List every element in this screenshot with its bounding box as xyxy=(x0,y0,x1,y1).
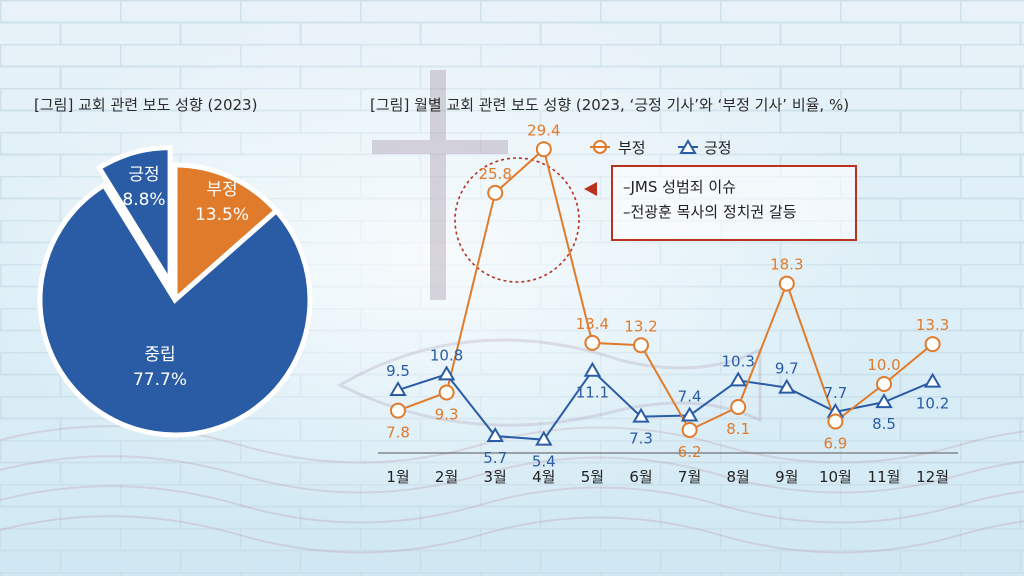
data-label-positive: 9.5 xyxy=(386,362,410,380)
x-tick-label: 7월 xyxy=(678,468,701,486)
data-label-negative: 13.3 xyxy=(916,316,949,334)
data-point-positive xyxy=(535,430,553,446)
annotation-callout: –JMS 성범죄 이슈 –전광훈 목사의 정치권 갈등 xyxy=(611,165,857,241)
data-point-positive xyxy=(923,372,942,388)
callout-line-2: –전광훈 목사의 정치권 갈등 xyxy=(623,203,797,221)
fish-watermark xyxy=(336,338,762,427)
x-tick-label: 10월 xyxy=(819,468,852,486)
data-label-negative: 13.2 xyxy=(624,317,657,335)
data-point-negative xyxy=(778,275,795,292)
pie-slice-1 xyxy=(37,181,313,438)
data-point-negative xyxy=(584,334,601,351)
data-label-negative: 8.1 xyxy=(726,420,750,438)
pie-value-label-1: 77.7% xyxy=(133,370,187,390)
wave-watermark xyxy=(0,425,1024,554)
data-label-positive: 9.7 xyxy=(775,360,799,378)
series-line-positive xyxy=(397,369,933,441)
data-label-positive: 7.4 xyxy=(678,387,702,405)
data-point-negative xyxy=(390,402,406,419)
legend-label-negative: 부정 xyxy=(618,139,646,157)
callout-line-1: –JMS 성범죄 이슈 xyxy=(623,178,736,196)
legend-label-positive: 긍정 xyxy=(704,139,732,157)
pie-chart-title: [그림] 교회 관련 보도 성향 (2023) xyxy=(34,96,258,114)
data-label-negative: 18.3 xyxy=(770,256,803,274)
data-point-negative xyxy=(730,398,747,415)
data-label-positive: 10.3 xyxy=(721,352,754,370)
x-tick-label: 1월 xyxy=(386,468,409,486)
x-tick-label: 3월 xyxy=(484,468,507,486)
data-point-negative xyxy=(876,376,892,392)
x-tick-label: 9월 xyxy=(775,468,798,486)
data-point-negative xyxy=(681,421,698,438)
highlight-circle xyxy=(454,157,580,283)
x-tick-label: 5월 xyxy=(581,468,604,486)
data-point-negative xyxy=(633,337,649,354)
data-label-positive: 7.7 xyxy=(823,384,847,402)
data-label-negative: 25.8 xyxy=(478,165,511,183)
data-label-negative: 6.2 xyxy=(678,443,702,461)
series-line-negative xyxy=(397,147,934,432)
data-label-negative: 9.3 xyxy=(435,405,459,423)
pie-slice-2 xyxy=(95,145,173,292)
data-point-negative xyxy=(487,184,504,201)
data-label-positive: 5.4 xyxy=(532,453,556,471)
pie-slice-0 xyxy=(172,162,280,306)
pie-chart: 부정 13.5% 중립 77.7% 긍정 8.8% xyxy=(37,145,313,438)
line-chart-title: [그림] 월별 교회 관련 보도 성향 (2023, ‘긍정 기사’와 ‘부정 … xyxy=(370,96,850,114)
x-tick-label: 12월 xyxy=(916,468,949,486)
data-point-negative xyxy=(827,413,844,430)
x-tick-label: 4월 xyxy=(532,468,555,486)
data-label-positive: 7.3 xyxy=(629,430,653,448)
data-point-positive xyxy=(583,361,602,377)
data-point-negative xyxy=(438,384,455,401)
data-point-positive xyxy=(437,365,456,381)
pie-label-2: 긍정 xyxy=(128,165,159,185)
data-label-positive: 11.1 xyxy=(576,384,609,402)
pie-label-1: 중립 xyxy=(144,345,175,365)
data-point-positive xyxy=(680,406,699,422)
data-point-negative xyxy=(924,336,941,353)
data-point-positive xyxy=(875,393,893,409)
data-point-positive xyxy=(729,371,747,387)
data-label-negative: 29.4 xyxy=(527,121,560,139)
cross-watermark xyxy=(372,70,508,300)
x-tick-label: 2월 xyxy=(435,468,458,486)
pie-value-label-0: 13.5% xyxy=(195,205,249,225)
data-point-positive xyxy=(632,407,650,423)
data-label-positive: 10.2 xyxy=(916,395,949,413)
data-point-positive xyxy=(389,381,407,397)
callout-arrow xyxy=(584,182,597,196)
data-point-positive xyxy=(778,378,796,394)
data-label-positive: 8.5 xyxy=(872,415,896,433)
data-label-negative: 6.9 xyxy=(823,435,847,453)
x-tick-label: 11월 xyxy=(868,468,901,486)
data-label-negative: 13.4 xyxy=(576,315,609,333)
x-tick-label: 8월 xyxy=(727,468,750,486)
data-label-negative: 7.8 xyxy=(386,424,410,442)
legend: 부정 긍정 xyxy=(590,139,732,157)
pie-label-0: 부정 xyxy=(206,180,237,200)
data-point-positive xyxy=(486,427,504,443)
data-point-negative xyxy=(535,141,552,158)
data-label-positive: 10.8 xyxy=(430,346,463,364)
x-tick-label: 6월 xyxy=(629,468,652,486)
data-label-negative: 10.0 xyxy=(867,356,900,374)
pie-value-label-2: 8.8% xyxy=(122,190,165,210)
legend-marker-positive xyxy=(679,139,697,154)
data-label-positive: 5.7 xyxy=(483,449,507,467)
